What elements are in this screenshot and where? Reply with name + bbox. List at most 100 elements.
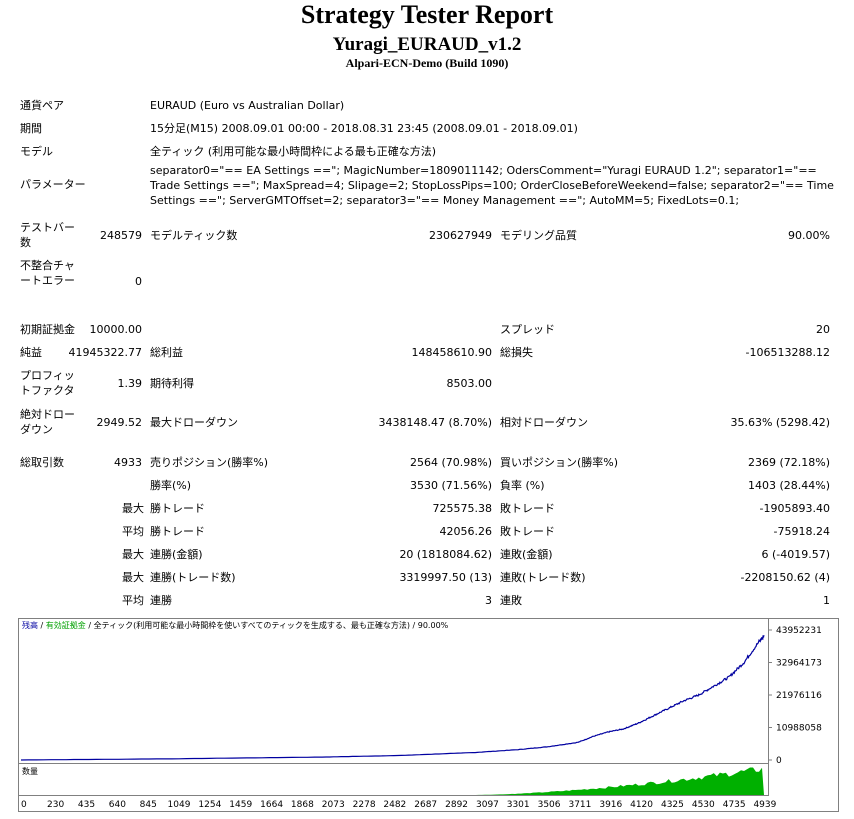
max-loss-value: -1905893.40 — [759, 502, 830, 515]
loss-value: 1403 (28.44%) — [747, 479, 830, 492]
consec-win-cnt-value: 3319997.50 (13) — [399, 571, 492, 584]
volume-label: 数量 — [22, 766, 38, 776]
net-value: 41945322.77 — [68, 346, 142, 359]
x-tick-label: 4530 — [692, 800, 715, 810]
max-win-label: 勝トレード — [150, 502, 205, 515]
pf-value: 1.39 — [117, 377, 143, 390]
x-tick-label: 4939 — [753, 800, 776, 810]
avg-consec-loss-label: 連敗 — [500, 594, 522, 607]
gross-loss-value: -106513288.12 — [745, 346, 830, 359]
balance-chart: 残高 / 有効証拠金 / 全ティック(利用可能な最小時間枠を使いすべてのティック… — [18, 618, 839, 812]
gross-loss-label: 総損失 — [500, 346, 533, 359]
mismatch-value: 0 — [135, 275, 142, 288]
short-value: 2564 (70.98%) — [409, 456, 492, 469]
report-title: Strategy Tester Report — [300, 0, 554, 29]
total-value: 4933 — [114, 456, 142, 469]
consec-win-amt-label: 連勝(金額) — [150, 548, 203, 561]
x-tick-label: 1868 — [291, 800, 314, 810]
params-label: パラメーター — [20, 178, 86, 191]
x-tick-label: 2687 — [414, 800, 437, 810]
x-tick-label: 845 — [140, 800, 157, 810]
max-label-2: 最大 — [122, 548, 144, 561]
avg-label-2: 平均 — [122, 594, 144, 607]
long-label: 買いポジション(勝率%) — [500, 456, 619, 469]
consec-win-amt-value: 20 (1818084.62) — [399, 548, 492, 561]
x-tick-label: 2278 — [353, 800, 376, 810]
max-label-1: 最大 — [122, 502, 144, 515]
expected-label: 期待利得 — [150, 377, 194, 390]
legend-balance: 残高 — [22, 620, 38, 630]
bars-label: テストバー数 — [20, 221, 75, 249]
abs-dd-label: 絶対ドローダウン — [20, 408, 75, 436]
legend-equity: 有効証拠金 — [46, 620, 86, 630]
x-tick-label: 0 — [21, 800, 27, 810]
x-tick-label: 3506 — [538, 800, 561, 810]
legend-sep-1: / — [38, 621, 46, 630]
period-value: 15分足(M15) 2008.09.01 00:00 - 2018.08.31 … — [150, 122, 578, 135]
consec-loss-amt-value: 6 (-4019.57) — [761, 548, 830, 561]
x-tick-label: 4120 — [630, 800, 653, 810]
net-label: 純益 — [20, 346, 42, 359]
x-tick-label: 640 — [109, 800, 126, 810]
period-label: 期間 — [20, 122, 42, 135]
pf-label: プロフィットファクタ — [20, 369, 75, 397]
short-label: 売りポジション(勝率%) — [150, 456, 269, 469]
expected-value: 8503.00 — [446, 377, 493, 390]
avg-win-label: 勝トレード — [150, 525, 205, 538]
total-label: 総取引数 — [20, 456, 64, 469]
y-tick-label: 32964173 — [776, 659, 822, 669]
consec-loss-cnt-value: -2208150.62 (4) — [740, 571, 830, 584]
x-tick-label: 1254 — [198, 800, 221, 810]
max-dd-value: 3438148.47 (8.70%) — [378, 416, 492, 429]
consec-loss-amt-label: 連敗(金額) — [500, 548, 553, 561]
quality-value: 90.00% — [788, 229, 830, 242]
rel-dd-value: 35.63% (5298.42) — [730, 416, 830, 429]
legend-sep-2: / — [86, 621, 94, 630]
y-tick-label: 0 — [776, 756, 782, 766]
x-tick-label: 230 — [47, 800, 64, 810]
x-tick-label: 1459 — [229, 800, 252, 810]
pair-value: EURAUD (Euro vs Australian Dollar) — [150, 99, 345, 112]
x-tick-label: 2482 — [383, 800, 406, 810]
legend-quality: 90.00% — [418, 621, 449, 630]
balance-line — [20, 635, 765, 761]
spread-label: スプレッド — [500, 323, 555, 336]
max-label-3: 最大 — [122, 571, 144, 584]
x-tick-label: 435 — [78, 800, 95, 810]
x-tick-label: 1049 — [168, 800, 191, 810]
quality-label: モデリング品質 — [500, 229, 577, 242]
abs-dd-value: 2949.52 — [96, 416, 143, 429]
x-tick-label: 4735 — [723, 800, 746, 810]
avg-consec-win-label: 連勝 — [150, 594, 172, 607]
x-tick-label: 3916 — [599, 800, 622, 810]
avg-loss-value: -75918.24 — [773, 525, 830, 538]
deposit-value: 10000.00 — [89, 323, 143, 336]
y-tick-label: 10988058 — [776, 724, 822, 734]
rel-dd-label: 相対ドローダウン — [500, 416, 588, 429]
long-value: 2369 (72.18%) — [747, 456, 830, 469]
consec-loss-cnt-label: 連敗(トレード数) — [500, 571, 586, 584]
avg-loss-label: 敗トレード — [500, 525, 555, 538]
params-value: separator0="== EA Settings =="; MagicNum… — [150, 164, 834, 207]
consec-win-cnt-label: 連勝(トレード数) — [150, 571, 236, 584]
ticks-value: 230627949 — [429, 229, 492, 242]
server-name: Alpari-ECN-Demo (Build 1090) — [345, 56, 509, 70]
volume-bars — [472, 767, 764, 795]
avg-consec-win-value: 3 — [485, 594, 492, 607]
ea-name: Yuragi_EURAUD_v1.2 — [332, 34, 522, 55]
x-tick-label: 3301 — [507, 800, 530, 810]
avg-win-value: 42056.26 — [439, 525, 493, 538]
max-dd-label: 最大ドローダウン — [150, 416, 238, 429]
pair-label: 通貨ペア — [20, 99, 64, 112]
y-tick-label: 21976116 — [776, 691, 822, 701]
chart-legend: 残高 / 有効証拠金 / 全ティック(利用可能な最小時間枠を使いすべてのティック… — [22, 620, 449, 630]
gross-profit-value: 148458610.90 — [411, 346, 492, 359]
gross-profit-label: 総利益 — [150, 346, 183, 359]
win-value: 3530 (71.56%) — [409, 479, 492, 492]
legend-model: 全ティック(利用可能な最小時間枠を使いすべてのティックを生成する、最も正確な方法… — [94, 620, 410, 630]
x-tick-label: 2073 — [322, 800, 345, 810]
x-tick-label: 3711 — [568, 800, 591, 810]
max-loss-label: 敗トレード — [500, 502, 555, 515]
x-tick-label: 1664 — [260, 800, 283, 810]
loss-label: 負率 (%) — [500, 479, 545, 492]
